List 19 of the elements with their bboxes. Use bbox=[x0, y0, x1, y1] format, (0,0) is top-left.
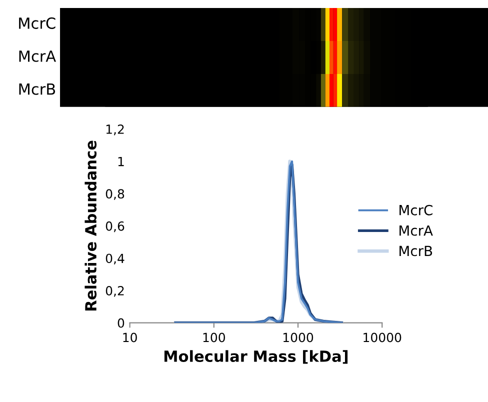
x-tick-label: 100 bbox=[203, 332, 226, 342]
x-tick-label: 10 bbox=[123, 332, 137, 342]
y-tick-label: 0,2 bbox=[106, 286, 124, 297]
x-tick-label: 1000 bbox=[283, 332, 314, 342]
y-axis-title: Relative Abundance bbox=[84, 140, 97, 310]
text: McrA bbox=[19, 50, 56, 62]
text: McrC bbox=[19, 17, 56, 29]
y-tick-label: 1,2 bbox=[106, 124, 124, 136]
y-tick-label: 0,8 bbox=[106, 189, 124, 200]
x-axis-title: Molecular Mass [kDa] bbox=[164, 350, 348, 364]
text: McrB bbox=[19, 84, 56, 95]
x-tick-label: 10000 bbox=[364, 332, 402, 342]
y-tick-label: 1 bbox=[118, 156, 124, 166]
y-tick-label: 0,6 bbox=[106, 221, 124, 232]
y-tick-label: 0,4 bbox=[106, 254, 124, 264]
y-tick-label: 0 bbox=[118, 318, 124, 328]
legend-label: McrA bbox=[400, 225, 433, 236]
legend-label: McrB bbox=[400, 246, 432, 256]
legend-label: McrC bbox=[400, 204, 432, 216]
